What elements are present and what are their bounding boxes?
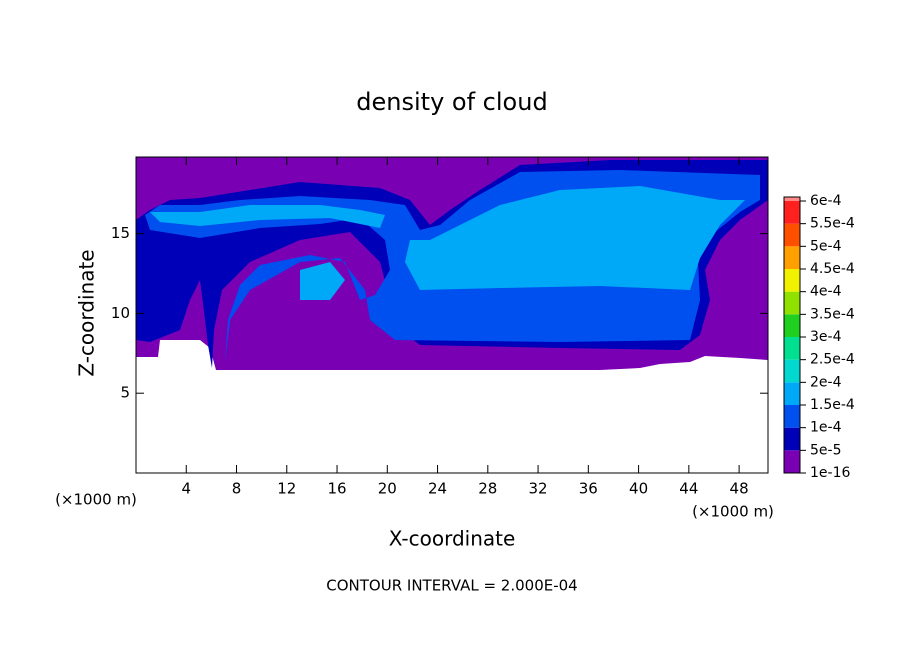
region-high [150, 186, 745, 300]
x-tick-label: 44 [679, 480, 698, 498]
x-tick-label: 48 [730, 480, 749, 498]
x-tick-label: 12 [277, 480, 296, 498]
x-tick-label: 20 [378, 480, 397, 498]
colorbar-label: 4.5e-4 [810, 261, 855, 277]
colorbar-segment [784, 427, 800, 451]
colorbar-label: 5e-4 [810, 238, 842, 254]
x-unit-label: (×1000 m) [692, 503, 774, 521]
x-tick-label: 24 [428, 480, 447, 498]
x-tick-label: 32 [529, 480, 548, 498]
colorbar-segment [784, 223, 800, 247]
colorbar-label: 5.5e-4 [810, 216, 855, 232]
colorbar-segment [784, 246, 800, 269]
colorbar-label: 2e-4 [810, 374, 842, 390]
x-tick-label: 40 [629, 480, 648, 498]
y-tick-label: 15 [111, 224, 130, 242]
plot-frame [135, 156, 769, 474]
colorbar-label: 3.5e-4 [810, 306, 855, 322]
colorbar-label: 4e-4 [810, 284, 842, 300]
colorbar-segment [784, 201, 800, 224]
colorbar-segment [784, 197, 800, 201]
y-axis-label: Z-coordinate [75, 249, 99, 376]
x-tick-label: 8 [232, 480, 242, 498]
colorbar-segment [784, 359, 800, 383]
y-tick-label: 10 [111, 304, 130, 322]
colorbar-label: 3e-4 [810, 329, 842, 345]
x-tick-label: 16 [327, 480, 346, 498]
x-tick-label: 28 [478, 480, 497, 498]
x-axis-label: X-coordinate [389, 527, 516, 551]
chart-title: density of cloud [356, 88, 547, 116]
colorbar-label: 5e-5 [810, 442, 841, 458]
colorbar-label: 2.5e-4 [810, 352, 855, 368]
x-tick-label: 4 [181, 480, 191, 498]
colorbar-segment [784, 291, 800, 315]
colorbar-segment [784, 450, 800, 473]
contour-field [136, 157, 768, 473]
colorbar-segment [784, 405, 800, 428]
colorbar-segment [784, 382, 800, 405]
colorbar-segment [784, 314, 800, 337]
colorbar-label: 1e-4 [810, 420, 842, 436]
x-tick-label: 36 [579, 480, 598, 498]
y-unit-label: (×1000 m) [55, 491, 137, 509]
colorbar-segment [784, 269, 800, 292]
colorbar-label: 1.5e-4 [810, 397, 855, 413]
colorbar-frame [783, 196, 801, 474]
colorbar-segment [784, 337, 800, 360]
colorbar-label: 6e-4 [810, 193, 842, 209]
y-tick-label: 5 [120, 384, 130, 402]
colorbar-label: 1e-16 [810, 465, 850, 481]
footnote: CONTOUR INTERVAL = 2.000E-04 [326, 577, 577, 595]
